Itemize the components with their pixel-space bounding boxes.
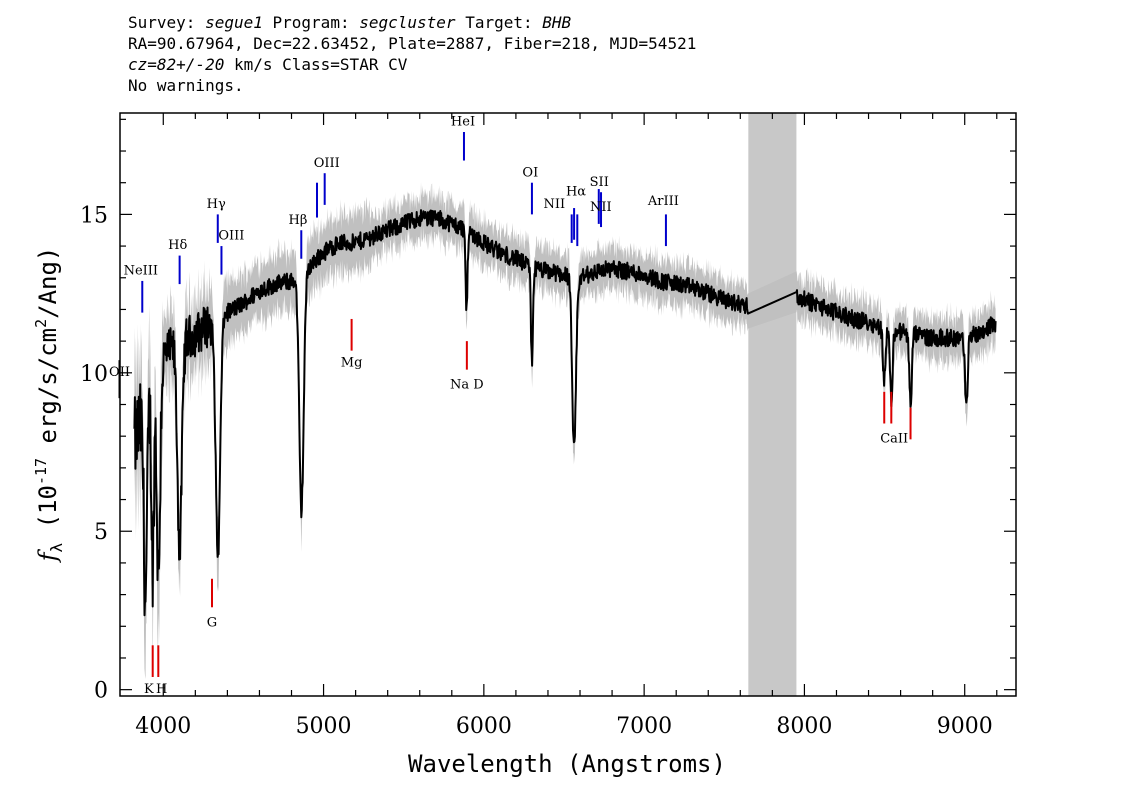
emission-line-label: Hβ [288, 213, 307, 228]
emission-line-label: OIII [218, 229, 244, 244]
redshift-value: cz=82+/-20 [128, 55, 225, 74]
target-value: BHB [542, 13, 572, 32]
axes-layer: 4000 5000 6000 7000 8000 9000 0 5 10 15 [80, 113, 1016, 739]
emission-line-label: ArIII [647, 194, 679, 209]
header-line-warnings: No warnings. [128, 76, 244, 95]
absorption-line-label: Na D [450, 378, 484, 393]
emission-line-label: NeIII [124, 264, 158, 279]
absorption-line-label: G [207, 615, 217, 630]
x-tick-label: 5000 [296, 714, 352, 739]
y-tick-label: 0 [94, 679, 108, 704]
y-tick-label: 15 [80, 203, 108, 228]
x-tick-label: 9000 [937, 714, 993, 739]
header-line-redshift: cz=82+/-20 km/s Class=STAR CV [128, 54, 696, 75]
survey-value: segue1 [205, 13, 263, 32]
emission-line-label: SII [590, 175, 609, 190]
absorption-line-label: CaII [880, 432, 908, 447]
header-line-coordinates: RA=90.67964, Dec=22.63452, Plate=2887, F… [128, 34, 697, 53]
spectrum-header: Survey: segue1 Program: segcluster Targe… [128, 12, 696, 96]
emission-line-label: NII [544, 197, 566, 212]
plot-frame [119, 112, 1017, 697]
emission-line-label: OI [522, 165, 538, 180]
y-axis-title: fλ (10-17 erg/s/cm2/Ang) [32, 247, 66, 564]
emission-line-label: Hγ [207, 197, 226, 212]
class-text: km/s Class=STAR CV [224, 55, 408, 74]
emission-line-label: HeI [451, 115, 475, 130]
absorption-line-label: K [144, 682, 154, 697]
x-tick-label: 4000 [135, 714, 191, 739]
x-tick-label: 8000 [776, 714, 832, 739]
x-axis-title: Wavelength (Angstroms) [408, 750, 726, 778]
header-line-survey: Survey: segue1 Program: segcluster Targe… [128, 12, 696, 33]
x-tick-label: 7000 [616, 714, 672, 739]
absorption-line-label: H [156, 682, 167, 697]
data-layer [133, 113, 997, 696]
masked-region [748, 113, 797, 696]
survey-label: Survey: [128, 13, 196, 32]
emission-line-label: Hα [566, 184, 586, 199]
emission-line-label: NII [590, 200, 612, 215]
emission-line-label: OIII [314, 156, 340, 171]
x-tick-label: 6000 [456, 714, 512, 739]
emission-line-label: Hδ [168, 238, 187, 253]
program-value: segcluster [359, 13, 456, 32]
spectrum-line [133, 209, 997, 617]
target-label: Target: [465, 13, 533, 32]
program-label: Program: [272, 13, 350, 32]
error-band [134, 182, 996, 680]
y-tick-label: 5 [94, 520, 108, 545]
y-tick-label: 10 [80, 362, 108, 387]
absorption-line-label: Mg [341, 355, 363, 370]
